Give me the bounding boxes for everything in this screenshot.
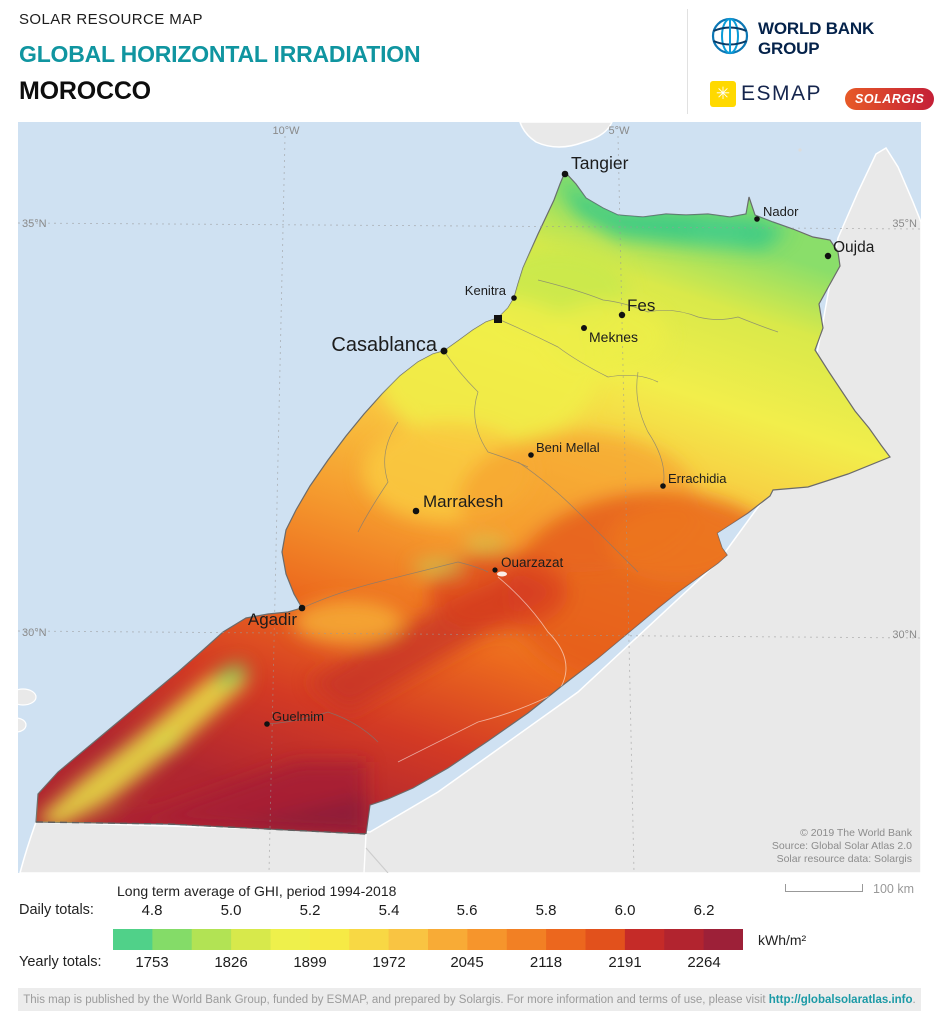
esmap-logo: ✳ ESMAP xyxy=(710,81,822,107)
legend-unit: kWh/m² xyxy=(758,932,807,948)
legend-yearly-value: 1972 xyxy=(372,954,406,971)
canary-island-1 xyxy=(9,688,37,706)
city-errachidia: Errachidia xyxy=(660,471,727,489)
legend-yearly-value: 1753 xyxy=(135,954,169,971)
city-fes: Fes xyxy=(618,296,655,319)
footer-bar: This map is published by the World Bank … xyxy=(18,988,921,1011)
svg-text:30°N: 30°N xyxy=(892,629,917,641)
svg-text:Casablanca: Casablanca xyxy=(331,334,438,356)
city-agadir: Agadir xyxy=(248,604,306,629)
legend-yearly-value: 2045 xyxy=(450,954,484,971)
legend-daily-value: 5.6 xyxy=(456,902,478,919)
svg-text:35°N: 35°N xyxy=(892,218,917,230)
city-casablanca: Casablanca xyxy=(331,334,448,356)
svg-text:Fes: Fes xyxy=(627,296,655,315)
legend-daily-value: 5.0 xyxy=(220,902,242,919)
world-bank-wordmark: WORLD BANK GROUP xyxy=(758,18,875,58)
scale-label: 100 km xyxy=(873,882,914,896)
globe-icon xyxy=(710,16,750,61)
svg-text:Agadir: Agadir xyxy=(248,610,297,629)
legend-yearly-value: 2191 xyxy=(608,954,642,971)
map-kicker: SOLAR RESOURCE MAP xyxy=(19,11,203,28)
scale-bar xyxy=(785,884,863,892)
footer-text: This map is published by the World Bank … xyxy=(23,993,766,1006)
svg-text:35°N: 35°N xyxy=(22,218,47,230)
morocco-ghi-surface xyxy=(35,170,891,835)
legend-daily-label: Daily totals: xyxy=(19,902,94,918)
city-guelmim: Guelmim xyxy=(264,709,324,727)
ws-border-vertical xyxy=(363,833,367,874)
legend-daily-value: 6.2 xyxy=(693,902,715,919)
legend-title: Long term average of GHI, period 1994-20… xyxy=(117,883,397,899)
legend-daily-value: 6.0 xyxy=(614,902,636,919)
footer-link[interactable]: http://globalsolaratlas.info xyxy=(768,993,913,1006)
city-beni-mellal: Beni Mellal xyxy=(528,440,600,458)
graticule xyxy=(17,135,922,874)
svg-text:Solar resource data: Solargis: Solar resource data: Solargis xyxy=(777,853,912,865)
legend-daily-value: 5.2 xyxy=(299,902,321,919)
svg-text:Meknes: Meknes xyxy=(589,329,638,345)
svg-text:Kenitra: Kenitra xyxy=(465,283,507,298)
header-divider xyxy=(687,9,688,114)
page-title: GLOBAL HORIZONTAL IRRADIATION xyxy=(19,41,421,67)
world-bank-logo: WORLD BANK GROUP xyxy=(710,16,939,61)
map-canvas: 10°W 5°W 35°N 35°N 30°N 30°N Tangier Nad… xyxy=(5,121,922,874)
city-markers: Tangier Nador Oujda Kenitra xyxy=(248,153,875,727)
svg-text:Beni Mellal: Beni Mellal xyxy=(536,440,600,455)
solargis-badge: SOLARGIS xyxy=(845,88,935,110)
city-tangier: Tangier xyxy=(561,153,629,178)
land-spain xyxy=(518,121,614,148)
legend-color-bar xyxy=(113,929,744,955)
city-oujda: Oujda xyxy=(824,239,875,260)
svg-text:Errachidia: Errachidia xyxy=(668,471,727,486)
svg-text:10°W: 10°W xyxy=(272,125,300,137)
city-marrakesh: Marrakesh xyxy=(412,492,503,515)
footer-text-end: . xyxy=(912,993,916,1006)
legend-daily-value: 5.8 xyxy=(535,902,557,919)
svg-text:5°W: 5°W xyxy=(609,125,631,137)
svg-text:© 2019 The World Bank: © 2019 The World Bank xyxy=(800,827,913,839)
lake xyxy=(497,571,507,577)
legend-yearly-value: 2264 xyxy=(687,954,721,971)
country-title: MOROCCO xyxy=(19,77,151,105)
city-nador: Nador xyxy=(754,204,799,222)
admin-boundaries xyxy=(266,279,779,743)
svg-text:Oujda: Oujda xyxy=(833,239,875,256)
legend-yearly-value: 1899 xyxy=(293,954,327,971)
esmap-sun-icon: ✳ xyxy=(710,81,736,107)
svg-text:30°N: 30°N xyxy=(22,627,47,639)
legend-daily-value: 5.4 xyxy=(378,902,400,919)
morocco-ghi-map: 10°W 5°W 35°N 35°N 30°N 30°N Tangier Nad… xyxy=(5,121,922,874)
legend-yearly-value: 1826 xyxy=(214,954,248,971)
city-kenitra: Kenitra xyxy=(465,283,517,301)
legend-daily-value: 4.8 xyxy=(141,902,163,919)
ws-border-diagonal xyxy=(365,847,389,874)
legend-yearly-value: 2118 xyxy=(529,954,563,971)
city-ouarzazat: Ouarzazat xyxy=(492,555,564,573)
esmap-wordmark: ESMAP xyxy=(741,82,823,105)
capital-rabat-marker xyxy=(494,315,502,323)
city-meknes: Meknes xyxy=(581,325,638,345)
svg-text:Guelmim: Guelmim xyxy=(272,709,324,724)
legend-yearly-label: Yearly totals: xyxy=(19,954,102,970)
southern-dashed-border xyxy=(35,821,367,835)
land-algeria-western-sahara xyxy=(19,146,922,874)
graticule-labels: 10°W 5°W 35°N 35°N 30°N 30°N xyxy=(22,125,917,641)
svg-text:Tangier: Tangier xyxy=(571,153,629,173)
svg-text:Ouarzazat: Ouarzazat xyxy=(501,555,564,570)
svg-text:Source: Global Solar Atlas 2.0: Source: Global Solar Atlas 2.0 xyxy=(772,840,912,852)
svg-text:Marrakesh: Marrakesh xyxy=(423,492,503,511)
map-credits: © 2019 The World Bank Source: Global Sol… xyxy=(772,827,913,865)
svg-text:Nador: Nador xyxy=(763,204,799,219)
alboran-island xyxy=(798,148,802,152)
